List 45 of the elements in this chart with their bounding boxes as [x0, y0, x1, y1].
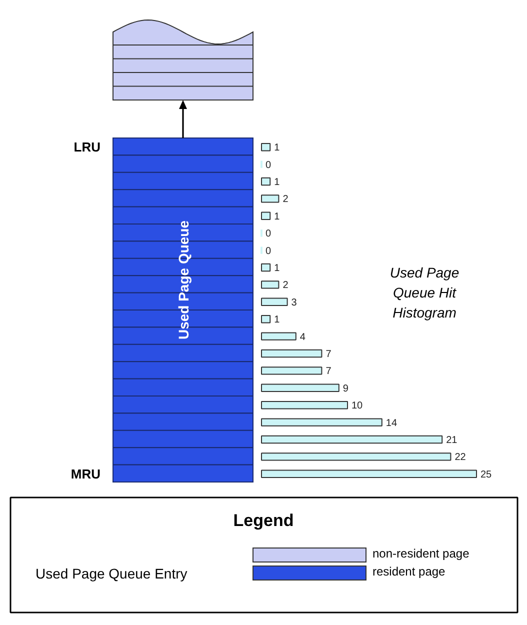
data-label: 7	[326, 366, 332, 378]
data-label: 21	[446, 435, 458, 446]
data-label: 0	[266, 246, 272, 257]
data-label: 9	[342, 383, 349, 394]
text: Legend	[233, 511, 294, 530]
bar	[261, 418, 382, 426]
text: Used Page Queue Hit Histogram	[390, 264, 460, 320]
data-label: 1	[274, 142, 280, 154]
bar	[261, 349, 322, 358]
text: Used Page Queue	[176, 220, 192, 340]
data-label: 1	[274, 177, 280, 188]
data-label: 1	[274, 314, 280, 326]
data-label: 1	[274, 211, 280, 222]
text: Used Page Queue Entry	[36, 566, 188, 582]
data-label: 25	[480, 469, 492, 480]
bar	[261, 435, 443, 444]
bar	[261, 280, 280, 289]
text: resident page	[372, 564, 446, 578]
bar	[261, 366, 322, 375]
bar	[261, 263, 271, 272]
bar	[261, 314, 271, 324]
data-label: 1	[274, 263, 280, 274]
bar	[261, 470, 477, 478]
bar	[261, 212, 271, 220]
data-label: 4	[300, 332, 306, 343]
bar	[261, 298, 288, 306]
y-tick-label: LRU	[74, 140, 100, 155]
bar	[261, 142, 271, 152]
data-label: 0	[266, 228, 272, 240]
bar	[261, 384, 340, 392]
bar	[261, 194, 280, 203]
data-label: 2	[282, 280, 289, 292]
data-label: 0	[266, 160, 272, 171]
data-label: 22	[454, 452, 466, 464]
data-label: 3	[291, 297, 298, 308]
data-label: 2	[282, 194, 289, 206]
data-label: 7	[326, 349, 332, 360]
data-label: 10	[352, 400, 364, 412]
data-label: 14	[386, 418, 398, 429]
text: non-resident page	[372, 546, 470, 560]
bar	[261, 332, 296, 340]
bar	[261, 400, 348, 410]
bar	[261, 177, 271, 186]
bar	[261, 452, 452, 461]
y-tick-label: MRU	[70, 466, 101, 482]
